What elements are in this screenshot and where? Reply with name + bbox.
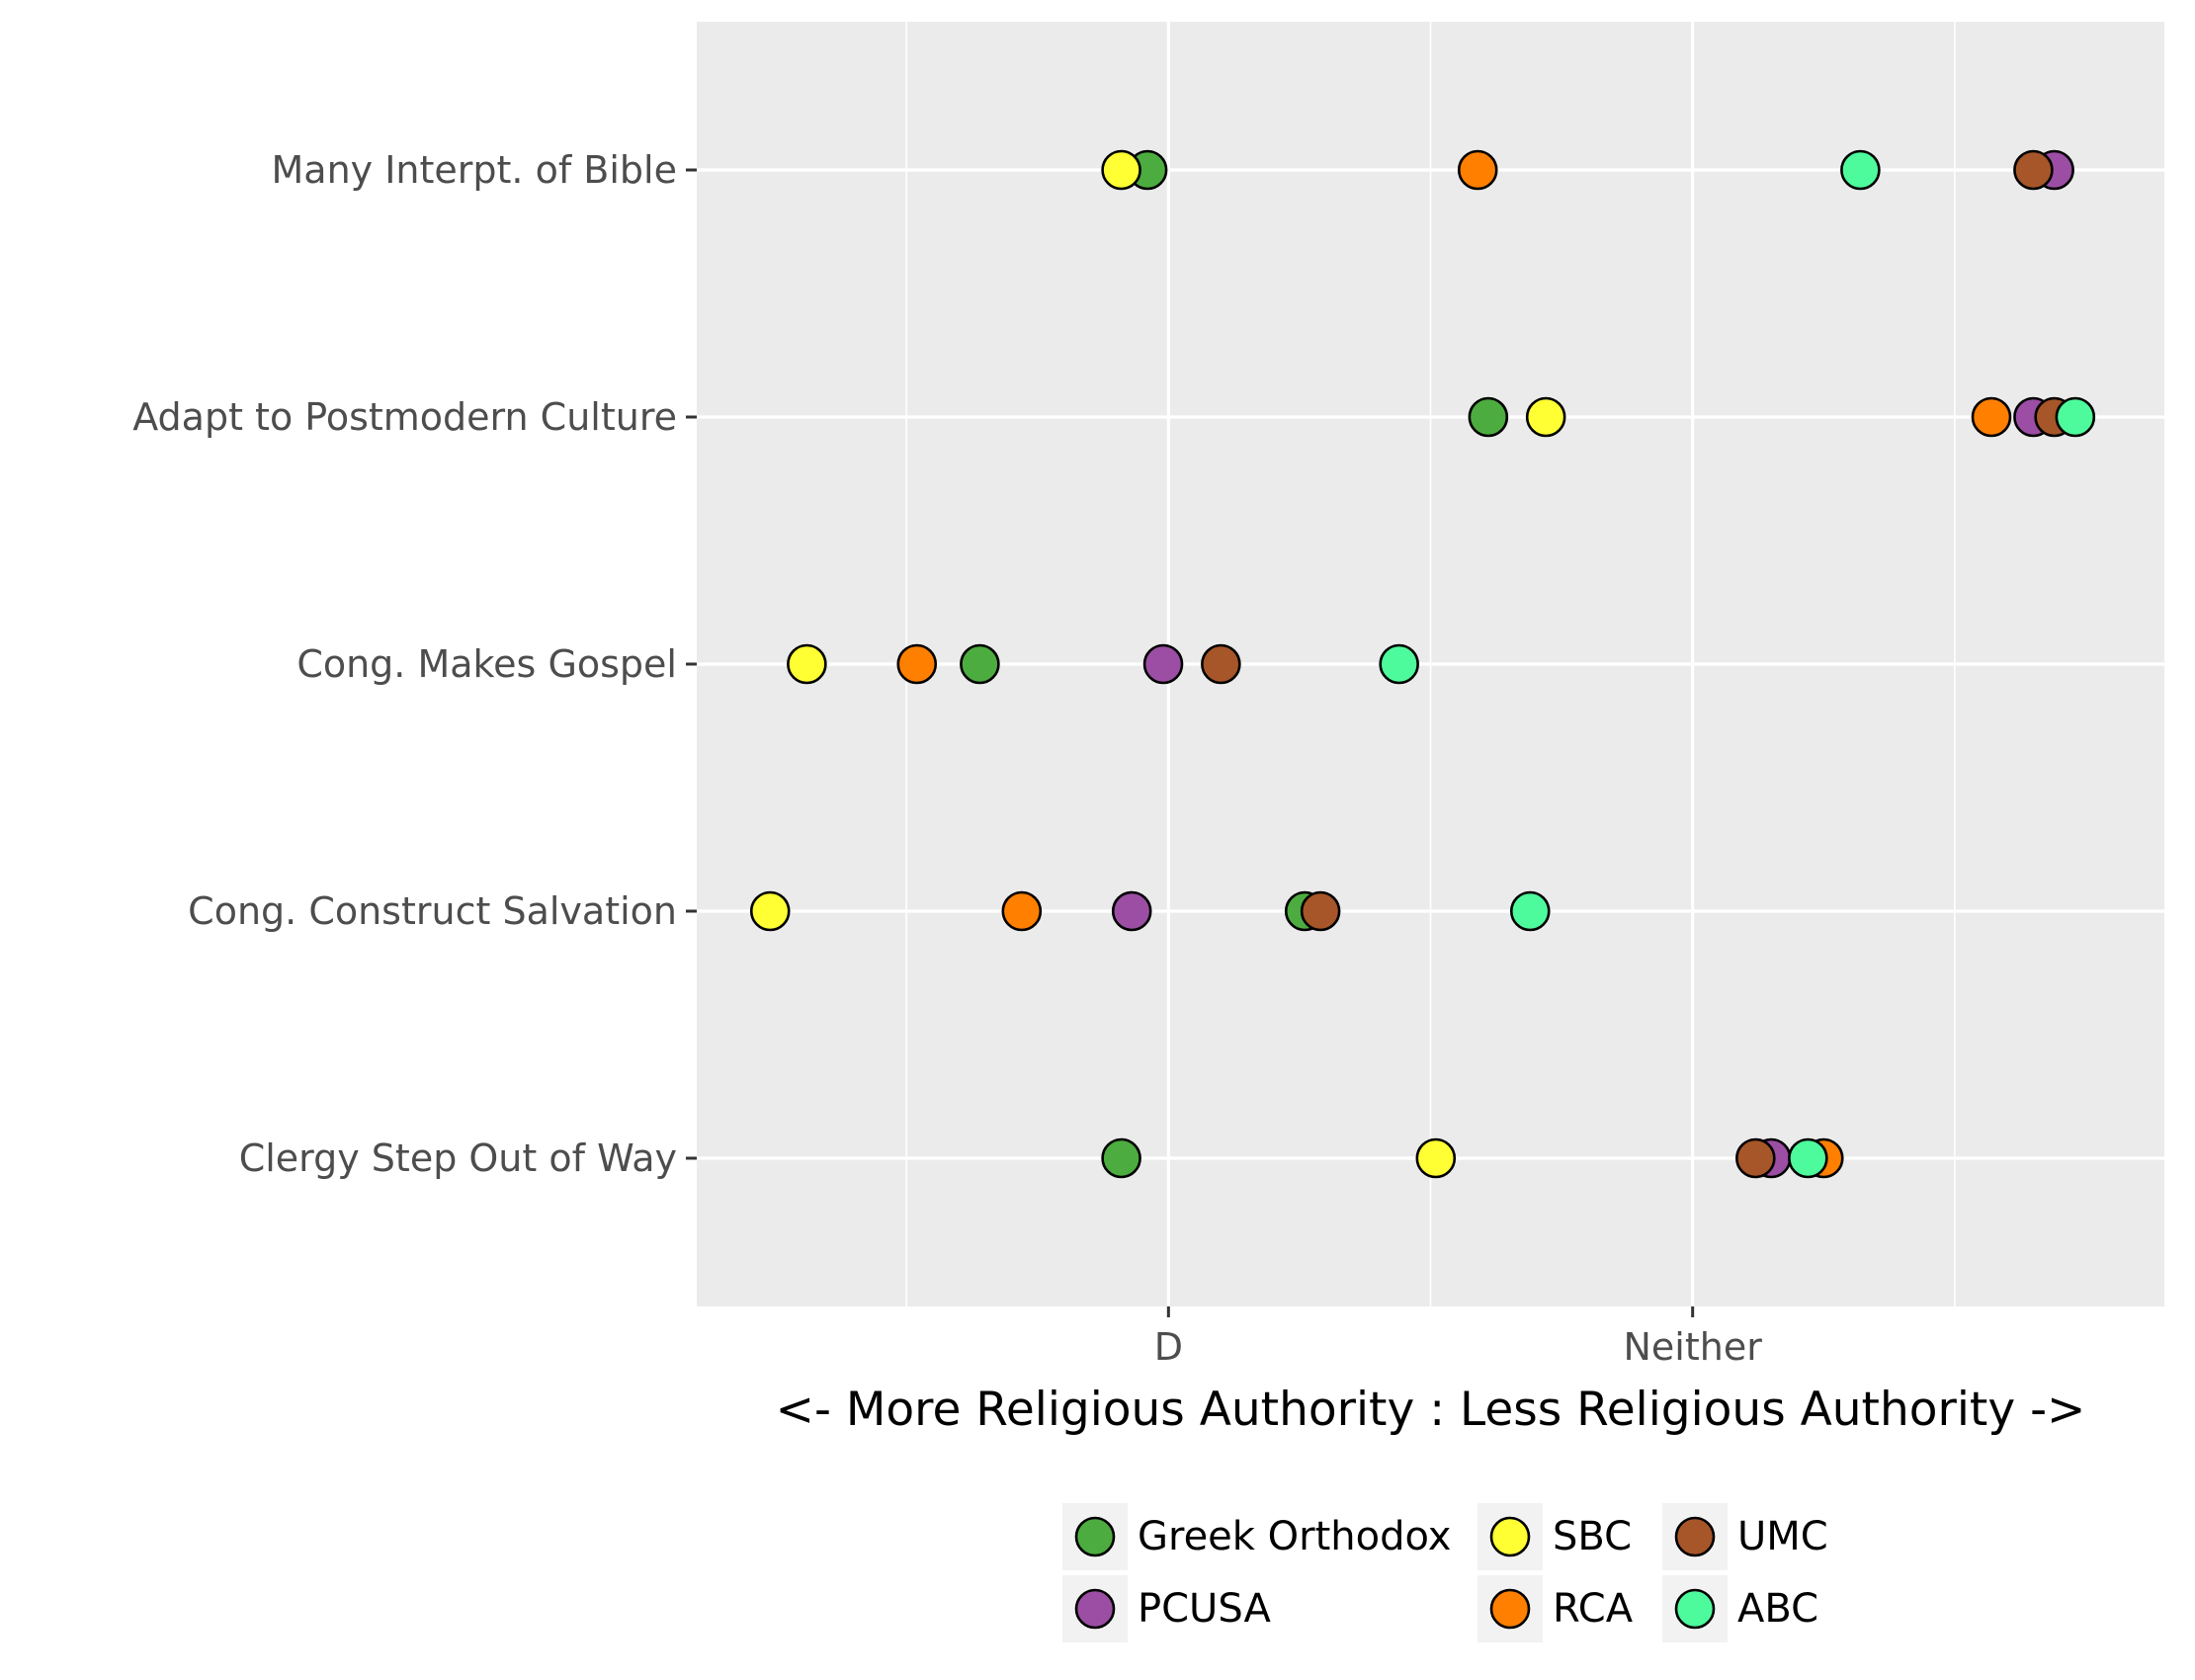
legend-label: RCA [1553,1586,1634,1632]
data-point [1788,1137,1828,1179]
data-point [1457,149,1498,191]
data-point [1201,643,1241,685]
data-point [1111,890,1152,932]
data-point [1379,643,1419,685]
legend-marker [1489,1588,1531,1630]
data-point [1415,1137,1457,1179]
x-tick-label: D [1154,1325,1183,1369]
data-point [2013,149,2054,191]
legend-marker [1074,1588,1116,1630]
data-point [1971,396,2012,438]
data-point [1735,1137,1776,1179]
legend-marker [1489,1516,1531,1557]
data-point [1840,149,1881,191]
y-tick-label: Clergy Step Out of Way [239,1136,677,1180]
y-axis: Many Interpt. of Bible Adapt to Postmoder… [132,148,697,1180]
y-tick-label: Cong. Makes Gospel [296,642,677,686]
legend-label: Greek Orthodox [1138,1514,1451,1559]
data-point [2055,396,2096,438]
data-point [896,643,938,685]
data-point [1101,149,1141,191]
x-axis: D Neither [1154,1306,1762,1369]
data-point [1101,1137,1141,1179]
data-point [1300,890,1341,932]
legend-label: PCUSA [1138,1586,1271,1632]
data-point [1509,890,1551,932]
legend-label: UMC [1737,1514,1828,1559]
data-point [960,643,1000,685]
y-tick-label: Many Interpt. of Bible [272,148,678,192]
data-points [749,149,2096,1179]
x-axis-title: <- More Religious Authority : Less Relig… [776,1383,2086,1437]
legend: Greek Orthodox PCUSA SBC RCA UMC ABC [1062,1503,1828,1642]
legend-marker [1674,1516,1716,1557]
data-point [1142,643,1184,685]
data-point [787,643,827,685]
data-point [1001,890,1043,932]
data-point [749,890,791,932]
x-tick-label: Neither [1623,1325,1762,1369]
legend-marker [1674,1588,1716,1630]
major-gridlines [697,22,2164,1306]
legend-marker [1074,1516,1116,1557]
data-point [1525,396,1566,438]
y-tick-label: Adapt to Postmodern Culture [132,395,677,439]
data-point [1468,396,1509,438]
legend-label: ABC [1737,1586,1818,1632]
legend-label: SBC [1553,1514,1632,1559]
y-tick-label: Cong. Construct Salvation [188,889,677,933]
